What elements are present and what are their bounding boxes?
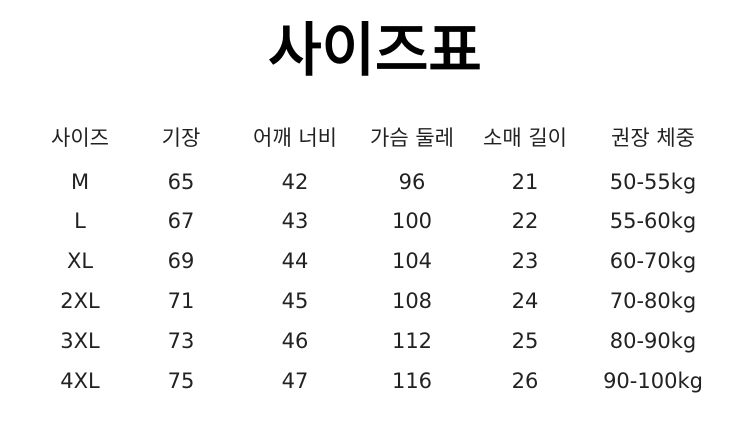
table-cell-chest: 112 [391,329,433,353]
table-cell-chest: 104 [391,249,433,273]
table-cell-chest: 100 [391,209,433,233]
table-cell-recommended-weight: 60-70kg [609,249,697,273]
column-header-recommended-weight: 권장 체중 [611,126,695,150]
table-cell-length: 73 [167,329,195,353]
table-cell-length: 67 [167,209,195,233]
table-cell-sleeve-length: 23 [511,249,539,273]
table-cell-sleeve-length: 24 [511,289,539,313]
table-cell-shoulder-width: 44 [281,249,309,273]
table-cell-recommended-weight: 70-80kg [609,289,697,313]
table-cell-recommended-weight: 90-100kg [603,369,703,393]
column-header-shoulder-width: 어깨 너비 [253,126,337,150]
column-header-chest: 가슴 둘레 [370,126,454,150]
table-cell-recommended-weight: 50-55kg [609,170,697,194]
table-cell-recommended-weight: 80-90kg [609,329,697,353]
table-cell-size: XL [66,249,94,273]
table-cell-length: 65 [167,170,195,194]
table-cell-size: 2XL [60,289,100,313]
table-cell-shoulder-width: 45 [281,289,309,313]
table-cell-size: M [70,170,90,194]
table-cell-recommended-weight: 55-60kg [609,209,697,233]
table-cell-size: L [74,209,86,233]
table-cell-shoulder-width: 46 [281,329,309,353]
table-cell-length: 71 [167,289,195,313]
table-cell-length: 75 [167,369,195,393]
column-header-size: 사이즈 [51,126,109,150]
table-cell-shoulder-width: 47 [281,369,309,393]
column-header-length: 기장 [161,126,201,150]
table-cell-sleeve-length: 26 [511,369,539,393]
column-header-sleeve-length: 소매 길이 [483,126,567,150]
table-cell-sleeve-length: 22 [511,209,539,233]
table-cell-shoulder-width: 43 [281,209,309,233]
table-cell-chest: 108 [391,289,433,313]
table-cell-chest: 116 [391,369,433,393]
table-cell-size: 4XL [60,369,100,393]
table-cell-chest: 96 [398,170,426,194]
page-title: 사이즈표 [268,16,482,84]
table-cell-size: 3XL [60,329,100,353]
table-cell-sleeve-length: 21 [511,170,539,194]
table-cell-length: 69 [167,249,195,273]
table-cell-sleeve-length: 25 [511,329,539,353]
table-cell-shoulder-width: 42 [281,170,309,194]
